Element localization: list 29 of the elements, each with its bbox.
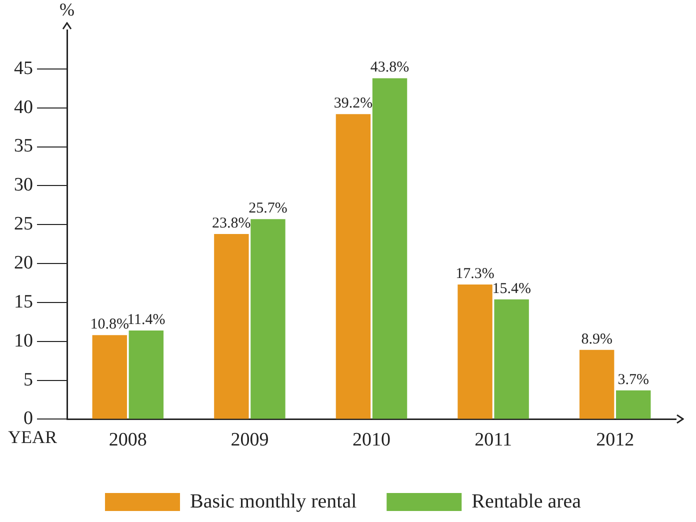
data-label: 10.8%	[90, 316, 130, 333]
y-tick-label: 0	[24, 408, 33, 430]
x-tick-label: 2008	[108, 430, 147, 451]
y-axis-title: %	[60, 0, 74, 20]
x-tick-label: 2012	[596, 430, 634, 451]
data-label: 25.7%	[248, 200, 288, 217]
y-tick-label: 35	[14, 136, 33, 157]
data-label: 23.8%	[212, 215, 251, 232]
data-label: 8.9%	[581, 331, 612, 348]
x-tick-label: 2009	[230, 430, 269, 451]
x-axis-title: YEAR	[8, 426, 57, 447]
y-tick-label: 25	[14, 214, 33, 235]
x-tick-label: 2010	[352, 430, 390, 451]
legend-label: Basic monthly rental	[190, 490, 358, 512]
y-tick-label: 10	[14, 330, 33, 352]
data-label: 39.2%	[334, 96, 373, 112]
y-tick-label: 30	[14, 174, 33, 196]
data-label: 43.8%	[370, 60, 410, 76]
x-tick-label: 2011	[474, 430, 512, 451]
legend-label: Rentable area	[472, 490, 582, 512]
data-label: 3.7%	[618, 372, 649, 388]
data-label: 17.3%	[456, 266, 494, 282]
y-tick-label: 15	[14, 291, 33, 312]
data-label: 15.4%	[492, 280, 531, 297]
y-tick-label: 20	[14, 252, 33, 274]
data-label: 11.4%	[127, 312, 166, 328]
y-tick-label: 45	[14, 58, 33, 79]
y-tick-label: 40	[14, 96, 33, 118]
y-tick-label: 5	[24, 369, 33, 390]
